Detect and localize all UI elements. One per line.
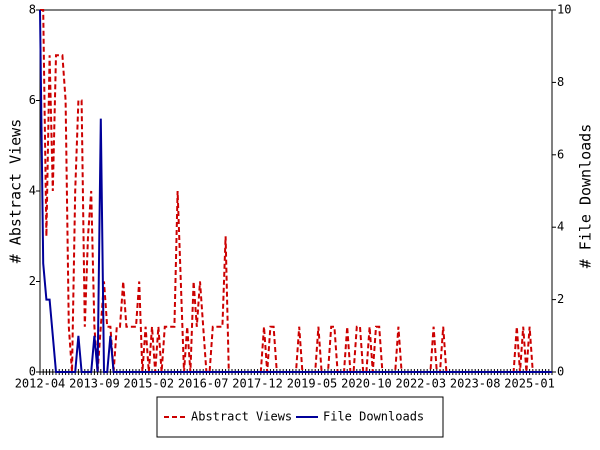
series-line [39,9,552,373]
y2-tick-label: 4 [557,220,564,234]
x-tick-label: 2023-08 [450,377,501,391]
y-tick-label: 6 [29,93,36,107]
plot-frame [39,9,553,373]
legend-label: Abstract Views [191,410,292,424]
legend-label: File Downloads [323,410,424,424]
y-tick-label: 8 [29,3,36,17]
series-line [40,9,552,373]
y-tick-label: 0 [29,365,36,379]
y2-axis-label: # File Downloads [577,124,595,269]
y2-tick-label: 8 [557,75,564,89]
y2-tick-label: 2 [557,292,564,306]
y2-tick-label: 6 [557,147,564,161]
y-tick-label: 4 [29,184,36,198]
x-tick-label: 2013-09 [69,377,120,391]
x-tick-label: 2015-02 [124,377,175,391]
x-tick-label: 2017-12 [232,377,283,391]
y-axis-label: # Abstract Views [7,119,25,264]
x-tick-label: 2012-04 [15,377,66,391]
x-tick-label: 2016-07 [178,377,229,391]
x-tick-label: 2020-10 [341,377,392,391]
y2-tick-label: 0 [557,365,564,379]
x-tick-label: 2019-05 [287,377,338,391]
x-tick-label: 2022-03 [396,377,447,391]
y-tick-label: 2 [29,274,36,288]
x-tick-label: 2025-01 [504,377,555,391]
y2-tick-label: 10 [557,3,571,17]
